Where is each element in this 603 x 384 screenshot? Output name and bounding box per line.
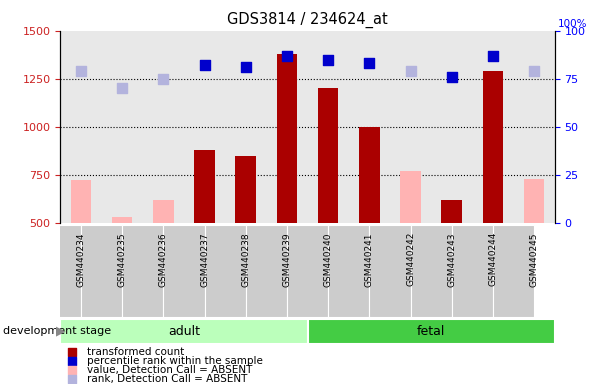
Text: ▶: ▶ [56, 325, 66, 338]
FancyBboxPatch shape [60, 319, 308, 344]
FancyBboxPatch shape [204, 225, 246, 317]
Text: adult: adult [168, 325, 200, 338]
Point [76, 68, 86, 74]
FancyBboxPatch shape [246, 225, 287, 317]
Point [488, 53, 498, 59]
FancyBboxPatch shape [122, 225, 163, 317]
Bar [60, 31, 101, 223]
Bar [349, 31, 390, 223]
FancyBboxPatch shape [163, 225, 204, 317]
Bar [235, 156, 256, 223]
Bar [390, 31, 431, 223]
Bar [267, 31, 308, 223]
Bar [71, 180, 91, 223]
Text: GSM440238: GSM440238 [241, 232, 250, 286]
Text: fetal: fetal [417, 325, 446, 338]
FancyBboxPatch shape [411, 225, 452, 317]
Bar [277, 54, 297, 223]
Point [241, 64, 251, 70]
Text: GSM440245: GSM440245 [529, 232, 538, 286]
Text: percentile rank within the sample: percentile rank within the sample [87, 356, 263, 366]
FancyBboxPatch shape [493, 225, 534, 317]
Bar [194, 150, 215, 223]
Text: GSM440237: GSM440237 [200, 232, 209, 286]
Text: GSM440241: GSM440241 [365, 232, 374, 286]
Bar [482, 71, 504, 223]
Bar [431, 31, 472, 223]
Text: GSM440243: GSM440243 [447, 232, 456, 286]
Bar [308, 31, 349, 223]
FancyBboxPatch shape [308, 319, 555, 344]
Text: GSM440240: GSM440240 [324, 232, 333, 286]
Point [529, 68, 539, 74]
FancyBboxPatch shape [81, 225, 122, 317]
Point [200, 62, 209, 68]
Text: transformed count: transformed count [87, 347, 184, 357]
Text: value, Detection Call = ABSENT: value, Detection Call = ABSENT [87, 366, 252, 376]
Point [447, 74, 456, 80]
Bar [400, 171, 421, 223]
Bar [441, 200, 462, 223]
Point [117, 85, 127, 91]
Text: GSM440234: GSM440234 [77, 232, 86, 286]
Text: GSM440244: GSM440244 [488, 232, 497, 286]
FancyBboxPatch shape [40, 225, 81, 317]
Text: GSM440242: GSM440242 [406, 232, 415, 286]
Text: GSM440235: GSM440235 [118, 232, 127, 286]
FancyBboxPatch shape [452, 225, 493, 317]
FancyBboxPatch shape [287, 225, 328, 317]
Text: development stage: development stage [3, 326, 111, 336]
Point [309, 272, 318, 278]
Bar [225, 31, 267, 223]
Bar [101, 31, 143, 223]
Bar [143, 31, 184, 223]
Text: rank, Detection Call = ABSENT: rank, Detection Call = ABSENT [87, 374, 247, 384]
Bar [524, 179, 545, 223]
Bar [514, 31, 555, 223]
Point [406, 68, 415, 74]
Text: 100%: 100% [558, 19, 587, 29]
FancyBboxPatch shape [328, 225, 369, 317]
Bar [184, 31, 225, 223]
Bar [153, 200, 174, 223]
Point [364, 60, 374, 66]
Bar [472, 31, 514, 223]
FancyBboxPatch shape [369, 225, 411, 317]
Bar [112, 217, 133, 223]
Point [159, 76, 168, 82]
Bar [318, 88, 338, 223]
Point [309, 354, 318, 360]
Bar [359, 127, 380, 223]
Title: GDS3814 / 234624_at: GDS3814 / 234624_at [227, 12, 388, 28]
Point [309, 102, 318, 108]
Text: GSM440236: GSM440236 [159, 232, 168, 286]
Point [309, 187, 318, 193]
Text: GSM440239: GSM440239 [282, 232, 291, 286]
Point [323, 56, 333, 63]
Point [282, 53, 292, 59]
